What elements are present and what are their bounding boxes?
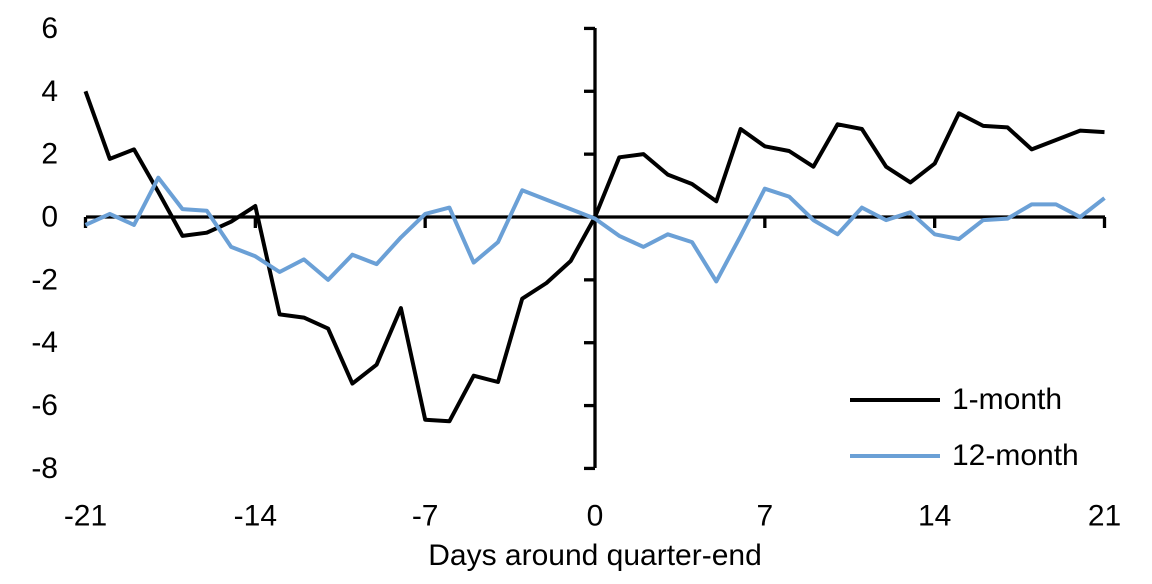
x-tick-label: 7 xyxy=(756,500,773,533)
y-tick-label: -4 xyxy=(31,326,58,359)
legend-swatch-12-month-line xyxy=(850,454,940,458)
y-tick-label: 0 xyxy=(41,201,58,234)
y-tick-label: -6 xyxy=(31,389,58,422)
y-tick-label: 4 xyxy=(41,75,58,108)
legend-label-12-month: 12-month xyxy=(952,439,1079,472)
series-line-12-month xyxy=(84,175,1106,284)
legend-item-1-month: 1-month xyxy=(850,383,1062,417)
x-tick-label: 21 xyxy=(1088,500,1121,533)
legend-item-12-month: 12-month xyxy=(850,439,1079,473)
y-tick-label: -2 xyxy=(31,263,58,296)
y-tick-label: -8 xyxy=(31,452,58,485)
legend-label-1-month: 1-month xyxy=(952,383,1063,416)
x-tick-label: 14 xyxy=(918,500,951,533)
x-tick-label: 0 xyxy=(587,500,604,533)
x-tick-label: -14 xyxy=(234,500,277,533)
x-tick-label: -7 xyxy=(412,500,439,533)
x-tick-label: -21 xyxy=(64,500,107,533)
legend-swatch-1-month-line xyxy=(850,398,940,402)
y-tick-label: 2 xyxy=(41,138,58,171)
y-tick-label: 6 xyxy=(41,12,58,45)
x-axis-title: Days around quarter-end xyxy=(428,539,762,572)
